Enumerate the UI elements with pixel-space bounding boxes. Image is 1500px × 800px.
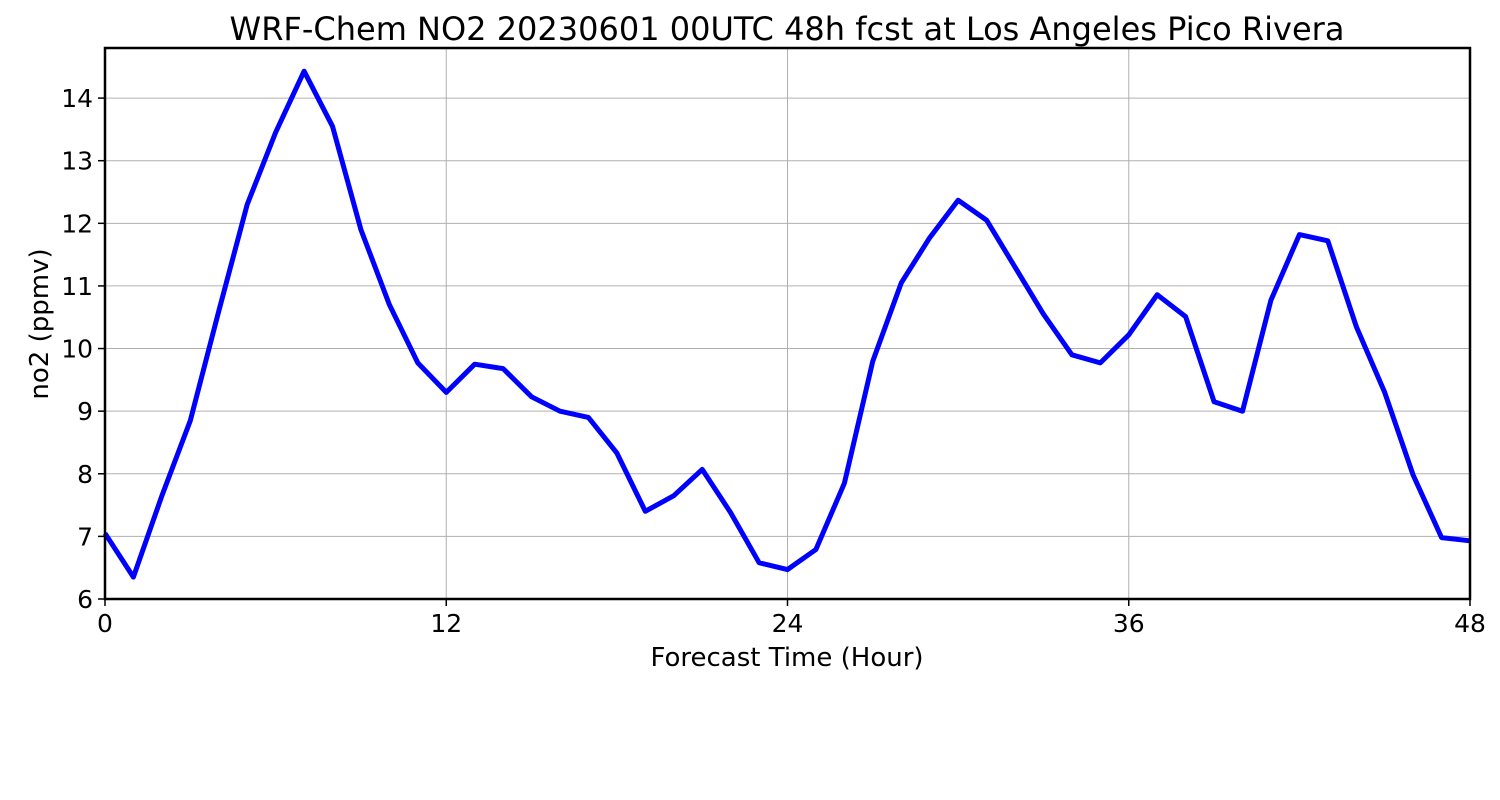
x-axis-label: Forecast Time (Hour) <box>650 643 923 673</box>
y-tick-label: 6 <box>77 585 93 614</box>
y-tick-label: 12 <box>61 209 93 238</box>
x-ticks: 0 12 24 36 48 <box>97 599 1486 638</box>
y-ticks: 6 7 8 9 10 11 12 13 14 <box>61 84 105 614</box>
x-tick-label: 12 <box>430 609 462 638</box>
y-tick-label: 10 <box>61 335 93 364</box>
x-tick-label: 48 <box>1454 609 1486 638</box>
y-tick-label: 13 <box>61 147 93 176</box>
x-tick-label: 0 <box>97 609 113 638</box>
y-tick-label: 8 <box>77 460 93 489</box>
y-tick-label: 11 <box>61 272 93 301</box>
y-tick-label: 9 <box>77 397 93 426</box>
y-tick-label: 7 <box>77 522 93 551</box>
x-tick-label: 24 <box>772 609 804 638</box>
y-tick-label: 14 <box>61 84 93 113</box>
x-tick-label: 36 <box>1113 609 1145 638</box>
series-layer <box>102 68 1471 580</box>
chart-title: WRF-Chem NO2 20230601 00UTC 48h fcst at … <box>230 10 1345 48</box>
series-line <box>102 68 1471 580</box>
y-axis-label: no2 (ppmv) <box>25 248 55 399</box>
